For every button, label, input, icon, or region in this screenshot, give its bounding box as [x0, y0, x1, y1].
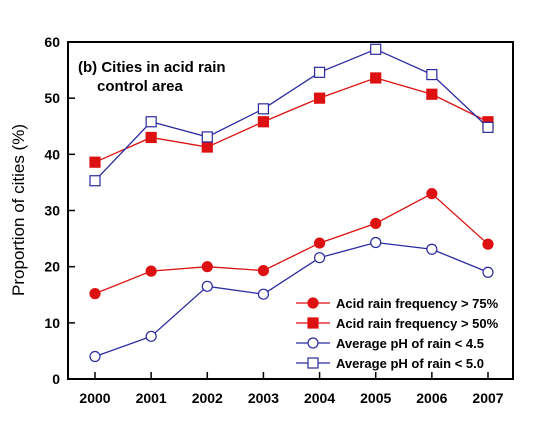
data-point [426, 88, 438, 100]
x-tick-label: 2001 [136, 390, 167, 406]
data-point [145, 265, 157, 277]
y-tick-label: 40 [44, 146, 60, 162]
data-point [370, 43, 382, 55]
legend-item: Acid rain frequency > 75% [296, 296, 499, 311]
data-point [201, 131, 213, 143]
data-point [426, 68, 438, 81]
series-1 [89, 188, 494, 300]
data-point [313, 66, 326, 78]
data-point [370, 236, 382, 249]
data-point [145, 131, 157, 144]
legend-item: Acid rain frequency > 50% [296, 316, 499, 331]
data-point [313, 237, 326, 249]
y-tick-label: 10 [44, 315, 60, 331]
x-tick-label: 2004 [304, 390, 335, 406]
x-tick-label: 2000 [79, 390, 110, 406]
x-tick-label: 2005 [360, 390, 391, 406]
data-point [482, 266, 494, 278]
data-point [370, 72, 382, 84]
data-point [426, 188, 438, 200]
data-point [201, 280, 213, 292]
data-point [89, 156, 101, 168]
data-point [370, 217, 382, 230]
series-line [94, 77, 489, 163]
series-line [94, 48, 489, 182]
y-tick-label: 50 [44, 90, 60, 106]
series-line [94, 192, 489, 295]
y-axis-label: Proportion of cities (%) [9, 124, 28, 296]
x-tick-label: 2002 [192, 390, 223, 406]
chart-title-line-1: (b) Cities in acid rain [78, 59, 226, 76]
legend-label: Acid rain frequency > 50% [336, 316, 499, 331]
chart-title-line-2: control area [97, 78, 184, 95]
data-point [145, 330, 157, 342]
legend-label: Acid rain frequency > 75% [336, 296, 499, 311]
data-point [145, 116, 157, 128]
legend-marker [307, 317, 319, 329]
data-point [482, 121, 494, 133]
data-point [482, 238, 494, 250]
legend-label: Average pH of rain < 4.5 [336, 336, 484, 351]
y-tick-label: 20 [44, 259, 60, 275]
y-axis-ticks: 0 10 20 30 40 50 60 [44, 34, 75, 387]
data-point [89, 288, 101, 300]
y-tick-label: 60 [44, 34, 60, 50]
series-layer [89, 43, 494, 363]
legend-marker [307, 297, 319, 309]
data-point [89, 350, 101, 363]
legend-marker [307, 337, 319, 349]
y-tick-label: 30 [44, 203, 60, 219]
data-point [201, 261, 213, 273]
data-point [257, 103, 270, 115]
data-point [313, 92, 326, 104]
x-tick-label: 2006 [416, 390, 447, 406]
series-4 [89, 43, 494, 187]
data-point [257, 264, 270, 277]
legend: Acid rain frequency > 75% Acid rain frequ… [296, 296, 499, 371]
data-point [426, 243, 438, 255]
series-3 [89, 236, 494, 363]
legend-item: Average pH of rain < 5.0 [296, 356, 484, 371]
legend-item: Average pH of rain < 4.5 [296, 336, 484, 351]
series-line [94, 241, 489, 358]
x-tick-label: 2007 [472, 390, 503, 406]
data-point [257, 288, 270, 300]
legend-label: Average pH of rain < 5.0 [336, 356, 484, 371]
data-point [313, 252, 326, 264]
data-point [201, 141, 213, 153]
legend-marker [307, 357, 319, 369]
data-point [89, 175, 101, 187]
x-axis-ticks: 2000 2001 2002 2003 2004 2005 2006 2007 [79, 372, 504, 406]
data-point [257, 116, 270, 128]
y-tick-label: 0 [52, 371, 60, 387]
x-tick-label: 2003 [248, 390, 279, 406]
